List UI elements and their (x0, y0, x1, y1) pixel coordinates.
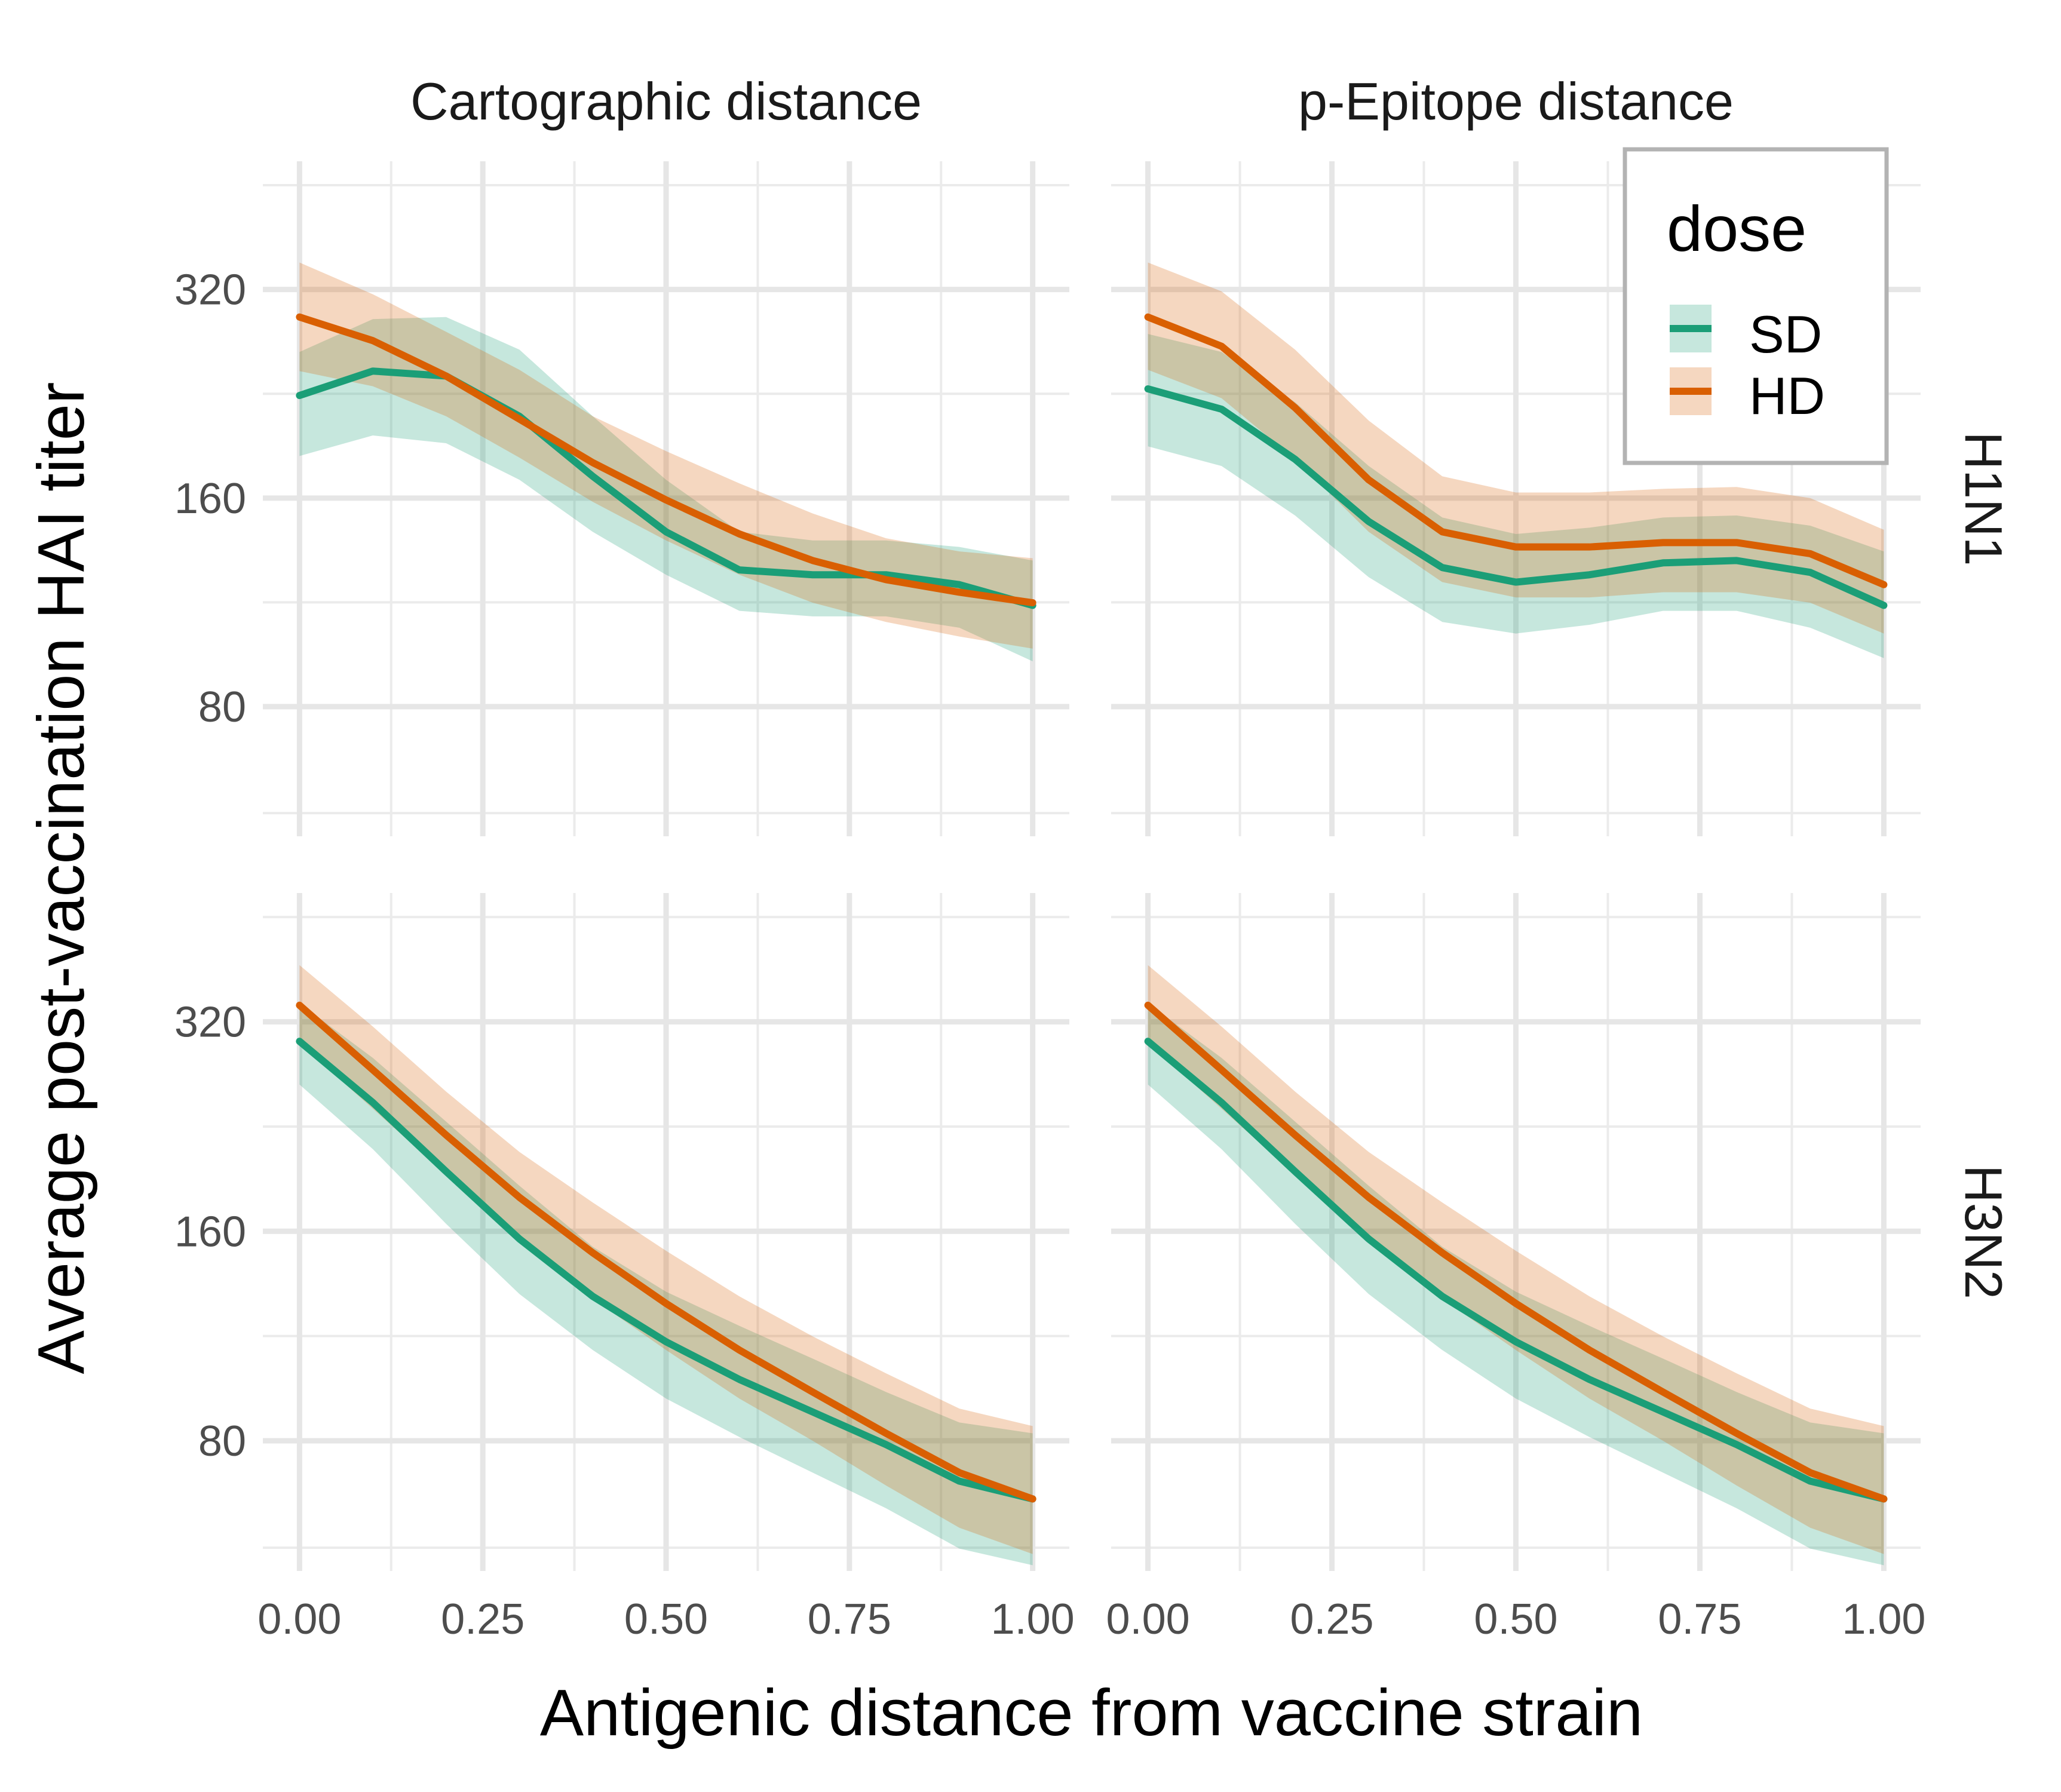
y-tick-label: 80 (198, 1417, 246, 1465)
legend: dose SD HD (1623, 147, 1889, 465)
line-sd (1144, 1038, 1888, 1503)
ribbon-hd (1148, 965, 1884, 1554)
panel-cartographic-distance-h1n1 (263, 161, 1069, 836)
strip-cartographic-distance: Cartographic distance (410, 72, 922, 131)
ribbon-sd (1148, 334, 1884, 658)
y-tick-label: 160 (174, 1208, 246, 1256)
y-tick-label: 320 (174, 999, 246, 1047)
line-hd (1144, 313, 1888, 588)
y-axis-title: Average post-vaccination HAI titer (24, 382, 98, 1374)
line-sd (296, 367, 1036, 609)
x-tick-label: 0.00 (257, 1595, 341, 1643)
panel-cartographic-distance-h3n2 (263, 893, 1069, 1571)
legend-title: dose (1667, 192, 1807, 265)
strip-p-epitope-distance: p-Epitope distance (1298, 72, 1734, 131)
line-hd (296, 313, 1036, 607)
x-tick-label: 0.75 (1658, 1595, 1741, 1643)
line-sd (296, 1038, 1036, 1503)
strip-h3n2: H3N2 (1954, 1165, 2013, 1299)
x-tick-label: 0.25 (441, 1595, 525, 1643)
x-tick-label: 0.00 (1106, 1595, 1190, 1643)
x-axis-title: Antigenic distance from vaccine strain (540, 1676, 1643, 1750)
legend-keys (1670, 305, 1712, 415)
panels-layer (263, 161, 1921, 1571)
line-sd (1144, 385, 1888, 609)
ribbon-hd (299, 965, 1033, 1554)
ticks-layer: 80 160 320 80 160 320 0.00 0.25 0.50 0.75 1.00 0.00… (174, 266, 1926, 1643)
x-tick-label: 0.25 (1290, 1595, 1373, 1643)
x-tick-label: 0.75 (808, 1595, 891, 1643)
x-tick-label: 0.50 (624, 1595, 708, 1643)
x-tick-label: 1.00 (1842, 1595, 1925, 1643)
ribbon-hd (299, 262, 1033, 649)
y-tick-label: 320 (174, 266, 246, 314)
panel-p-epitope-distance-h3n2 (1111, 893, 1921, 1571)
line-hd (1144, 1001, 1888, 1503)
x-tick-label: 1.00 (991, 1595, 1075, 1643)
y-tick-label: 160 (174, 475, 246, 523)
legend-label-hd: HD (1749, 366, 1825, 425)
x-tick-label: 0.50 (1474, 1595, 1557, 1643)
strips-layer: Cartographic distance p-Epitope distance H… (410, 72, 2013, 1299)
legend-label-sd: SD (1749, 305, 1822, 364)
legend-box (1623, 147, 1889, 465)
y-tick-label: 80 (198, 683, 246, 731)
strip-h1n1: H1N1 (1954, 432, 2013, 566)
line-hd (296, 1001, 1036, 1503)
